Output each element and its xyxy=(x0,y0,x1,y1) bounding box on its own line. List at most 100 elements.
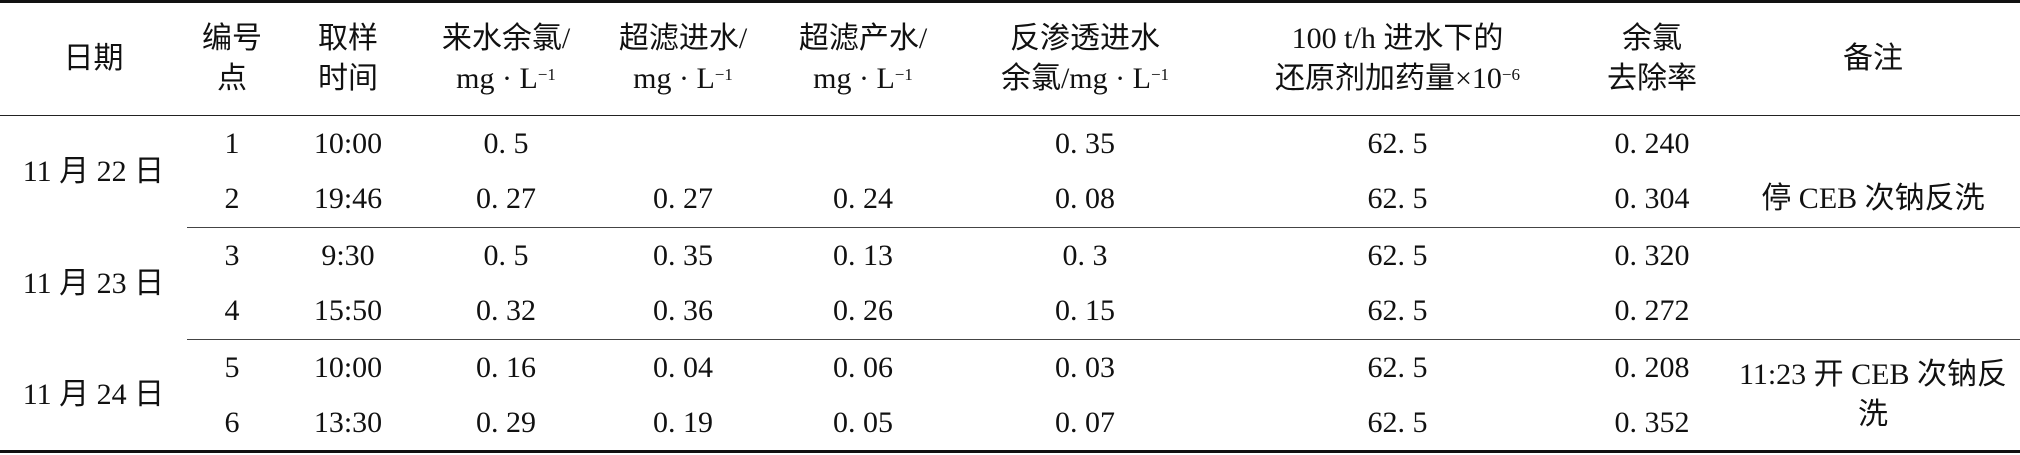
cell: 0. 320 xyxy=(1578,227,1726,284)
remark-cell: 11:23 开 CEB 次钠反洗 xyxy=(1726,339,2020,452)
cell: 0. 240 xyxy=(1578,115,1726,172)
header-cell: 编号点 xyxy=(187,1,277,116)
header-text: 超滤进水/ xyxy=(618,22,748,55)
cell: 0. 15 xyxy=(1055,294,1115,328)
header-cell: 来水余氯/mg · L−1 xyxy=(419,1,593,116)
header-line: 超滤进水/ xyxy=(593,19,773,59)
cell xyxy=(593,115,773,172)
cell: 0. 26 xyxy=(833,294,893,328)
cell: 19:46 xyxy=(313,182,383,216)
header-cell: 备注 xyxy=(1726,1,2020,116)
cell: 0. 352 xyxy=(1614,405,1690,439)
header-line: 编号 xyxy=(187,19,277,59)
header-text: 超滤产水/ xyxy=(798,22,928,55)
superscript: −6 xyxy=(1501,65,1520,84)
header-text: 日期 xyxy=(63,42,124,75)
cell: 0. 5 xyxy=(419,227,593,284)
cell: 0. 08 xyxy=(1055,182,1115,216)
cell: 6 xyxy=(224,405,240,439)
cell: 0. 07 xyxy=(1055,405,1115,439)
cell: 62. 5 xyxy=(1367,182,1428,216)
header-text: mg · L xyxy=(813,62,895,95)
cell: 13:30 xyxy=(313,405,383,439)
header-cell: 日期 xyxy=(0,1,187,116)
cell: 0. 05 xyxy=(833,405,893,439)
header-cell: 超滤进水/mg · L−1 xyxy=(593,1,773,116)
header-line: 100 t/h 进水下的 xyxy=(1217,19,1578,59)
cell: 0. 35 xyxy=(593,227,773,284)
header-line: 来水余氯/ xyxy=(419,19,593,59)
cell: 0. 27 xyxy=(476,182,536,216)
cell: 1 xyxy=(187,115,277,172)
cell: 10:00 xyxy=(277,339,419,396)
header-cell: 100 t/h 进水下的 还原剂加药量×10−6 xyxy=(1217,1,1578,116)
header-text: 余氯/mg · L xyxy=(1000,62,1151,95)
date-cell: 11 月 22 日 xyxy=(22,154,165,188)
superscript: −1 xyxy=(714,65,733,84)
cell: 0. 27 xyxy=(653,182,713,216)
header-line: 备注 xyxy=(1726,39,2020,79)
cell: 0. 35 xyxy=(953,115,1217,172)
header-text: mg · L xyxy=(633,62,715,95)
remark-cell xyxy=(1726,284,2020,340)
header-line: 超滤产水/ xyxy=(773,19,953,59)
cell: 0. 304 xyxy=(1614,182,1690,216)
header-line: 点 xyxy=(187,59,277,99)
table-row: 11 月 24 日 5 10:00 0. 16 0. 04 0. 06 0. 03 62. 5… xyxy=(0,339,2020,452)
remark-cell xyxy=(1726,227,2020,284)
superscript: −1 xyxy=(537,65,556,84)
cell: 0. 29 xyxy=(476,405,536,439)
header-line: mg · L−1 xyxy=(593,59,773,99)
cell: 4 xyxy=(224,294,240,328)
cell: 0. 13 xyxy=(773,227,953,284)
cell: 62. 5 xyxy=(1217,227,1578,284)
cell: 0. 208 xyxy=(1578,339,1726,396)
header-text: 来水余氯/ xyxy=(441,22,571,55)
header-text: 取样 xyxy=(318,22,378,55)
header-text: 余氯 xyxy=(1622,22,1682,55)
cell: 0. 3 xyxy=(953,227,1217,284)
date-cell: 11 月 24 日 xyxy=(22,377,165,411)
header-row: 日期 编号点取样 时间 来水余氯/mg · L−1 超滤进水/mg · L−1 超滤产水/… xyxy=(0,1,2020,116)
header-line: 去除率 xyxy=(1578,59,1726,99)
header-text: 还原剂加药量×10 xyxy=(1274,62,1502,95)
cell: 62. 5 xyxy=(1217,339,1578,396)
remark-cell xyxy=(1726,115,2020,172)
header-text: 点 xyxy=(217,62,247,95)
header-cell: 余氯 去除率 xyxy=(1578,1,1726,116)
cell: 0. 5 xyxy=(419,115,593,172)
remark-cell: 停 CEB 次钠反洗 xyxy=(1761,182,1985,216)
header-line: 时间 xyxy=(277,59,419,99)
header-text: 去除率 xyxy=(1607,62,1697,95)
header-text: mg · L xyxy=(456,62,538,95)
cell: 0. 272 xyxy=(1614,294,1690,328)
cell: 0. 06 xyxy=(773,339,953,396)
cell: 62. 5 xyxy=(1217,115,1578,172)
cell: 2 xyxy=(224,182,240,216)
cell: 0. 19 xyxy=(653,405,713,439)
cell: 5 xyxy=(187,339,277,396)
header-text: 时间 xyxy=(318,62,378,95)
header-line: 日期 xyxy=(0,39,187,79)
header-cell: 超滤产水/mg · L−1 xyxy=(773,1,953,116)
cell: 0. 32 xyxy=(476,294,536,328)
header-line: 反渗透进水 xyxy=(953,19,1217,59)
table-row: 11 月 22 日 1 10:00 0. 5 0. 35 62. 5 0. 240 xyxy=(0,115,2020,188)
cell: 62. 5 xyxy=(1367,294,1428,328)
header-line: 还原剂加药量×10−6 xyxy=(1217,59,1578,99)
cell: 0. 36 xyxy=(653,294,713,328)
header-text: 备注 xyxy=(1843,42,1903,75)
header-line: 余氯/mg · L−1 xyxy=(953,59,1217,99)
header-line: mg · L−1 xyxy=(419,59,593,99)
table-row: 2 19:46 0. 27 0. 27 0. 24 0. 08 62. 5 0. 304 停 C… xyxy=(0,172,2020,228)
superscript: −1 xyxy=(894,65,913,84)
cell: 10:00 xyxy=(277,115,419,172)
header-line: mg · L−1 xyxy=(773,59,953,99)
cell: 15:50 xyxy=(313,294,383,328)
superscript: −1 xyxy=(1150,65,1170,84)
header-text: 编号 xyxy=(202,22,262,55)
cell: 0. 16 xyxy=(419,339,593,396)
table-row: 6 13:30 0. 29 0. 19 0. 05 0. 07 62. 5 0. 352 xyxy=(0,396,2020,452)
